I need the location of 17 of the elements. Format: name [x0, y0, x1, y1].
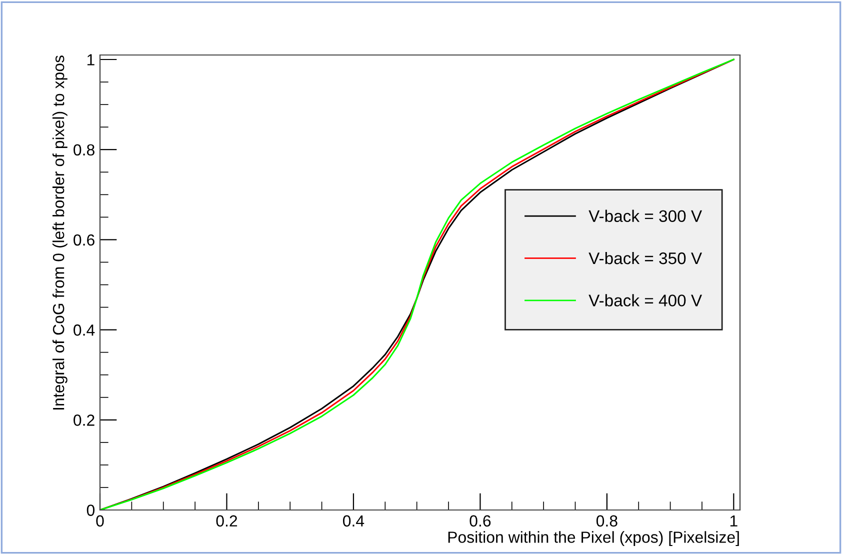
- y-tick-label: 1: [87, 54, 94, 66]
- x-tick-label: 0: [96, 515, 104, 527]
- legend-label: V-back = 350 V: [588, 252, 702, 264]
- x-tick-label: 0.6: [470, 515, 491, 527]
- legend-label: V-back = 300 V: [588, 210, 702, 222]
- y-tick-label: 0: [86, 504, 95, 516]
- x-tick-label: 0.2: [216, 515, 238, 527]
- x-tick-label: 0.4: [342, 515, 364, 527]
- y-tick-label: 0.8: [74, 144, 94, 156]
- x-tick-label: 0.8: [596, 515, 618, 527]
- y-tick-label: 0.2: [74, 414, 94, 426]
- legend-label: V-back = 400 V: [588, 294, 702, 306]
- y-tick-label: 0.4: [74, 324, 95, 336]
- y-tick-label: 0.6: [74, 234, 94, 246]
- x-tick-label: 1: [730, 515, 738, 526]
- y-axis-title: Integral of CoG from 0 (left border of pixel) to xpos: [52, 56, 68, 410]
- x-axis-title: Position within the Pixel (xpos) [Pixelsize]: [448, 531, 739, 546]
